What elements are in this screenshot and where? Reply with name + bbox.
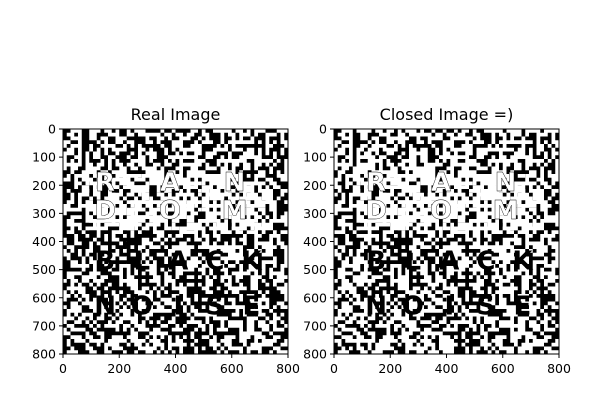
svg-text:A: A <box>431 168 451 198</box>
y-tick-label: 600 <box>303 290 327 305</box>
svg-text:I: I <box>173 292 183 322</box>
chart-title: Closed Image =) <box>380 105 514 124</box>
svg-text:D: D <box>94 196 116 226</box>
y-tick-label: 100 <box>32 150 56 165</box>
x-tick-label: 200 <box>378 361 402 376</box>
x-tick-label: 0 <box>59 361 67 376</box>
svg-text:A: A <box>160 168 180 198</box>
y-tick-label: 200 <box>32 178 56 193</box>
svg-text:S: S <box>477 292 496 322</box>
x-tick-label: 0 <box>330 361 338 376</box>
y-tick-label: 0 <box>319 122 327 137</box>
chart-title: Real Image <box>131 105 221 124</box>
svg-text:I: I <box>444 292 454 322</box>
y-tick-label: 600 <box>32 290 56 305</box>
svg-text:N: N <box>94 292 116 322</box>
y-tick-label: 300 <box>303 206 327 221</box>
svg-text:E: E <box>243 292 261 322</box>
x-tick-label: 600 <box>491 361 515 376</box>
y-tick-label: 200 <box>303 178 327 193</box>
svg-text:O: O <box>430 196 452 226</box>
svg-text:B: B <box>366 247 386 277</box>
svg-text:L: L <box>404 247 421 277</box>
svg-text:A: A <box>439 247 459 277</box>
svg-text:N: N <box>365 292 387 322</box>
svg-text:R: R <box>366 168 386 198</box>
y-tick-label: 300 <box>32 206 56 221</box>
svg-text:K: K <box>241 247 262 277</box>
axes-closed-image: Closed Image =) R A ND O MB L A C KN O I S E 0 200 400… <box>303 105 571 376</box>
svg-text:O: O <box>159 196 181 226</box>
svg-text:O: O <box>131 292 153 322</box>
svg-text:S: S <box>206 292 225 322</box>
svg-text:D: D <box>365 196 387 226</box>
svg-text:N: N <box>495 168 517 198</box>
svg-text:C: C <box>476 247 495 277</box>
svg-text:L: L <box>133 247 150 277</box>
y-tick-label: 700 <box>32 318 56 333</box>
y-tick-label: 0 <box>48 122 56 137</box>
y-tick-label: 100 <box>303 150 327 165</box>
x-tick-label: 600 <box>220 361 244 376</box>
y-tick-label: 400 <box>303 234 327 249</box>
x-tick-label: 400 <box>435 361 459 376</box>
svg-text:N: N <box>224 168 246 198</box>
x-tick-label: 800 <box>276 361 300 376</box>
axes-real-image: Real Image R A ND O MB L A C KN O I S E 0 200 400 600 80… <box>32 105 300 376</box>
svg-text:A: A <box>168 247 188 277</box>
x-tick-label: 400 <box>164 361 188 376</box>
svg-text:B: B <box>95 247 115 277</box>
svg-text:O: O <box>402 292 424 322</box>
svg-text:E: E <box>514 292 532 322</box>
svg-text:M: M <box>222 196 248 226</box>
y-tick-label: 500 <box>32 262 56 277</box>
y-tick-label: 800 <box>32 347 56 362</box>
image-real: R A ND O MB L A C KN O I S E <box>63 129 288 354</box>
image-closed: R A ND O MB L A C KN O I S E <box>334 129 559 354</box>
svg-text:K: K <box>512 247 533 277</box>
y-tick-label: 800 <box>303 347 327 362</box>
x-tick-label: 800 <box>547 361 571 376</box>
x-tick-label: 200 <box>107 361 131 376</box>
svg-text:C: C <box>205 247 224 277</box>
svg-text:R: R <box>95 168 115 198</box>
y-tick-label: 500 <box>303 262 327 277</box>
svg-text:M: M <box>493 196 519 226</box>
y-tick-label: 700 <box>303 318 327 333</box>
y-tick-label: 400 <box>32 234 56 249</box>
